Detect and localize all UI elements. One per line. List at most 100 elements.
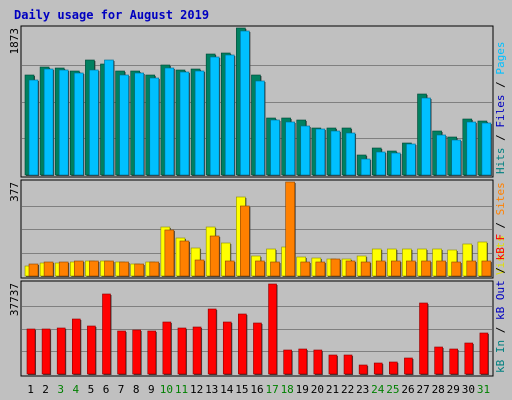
bar-files xyxy=(28,79,39,176)
bar-files xyxy=(149,77,160,176)
bar-kb-f xyxy=(268,283,277,375)
bar-kb-f xyxy=(56,327,66,375)
bar-sites xyxy=(345,260,356,277)
x-tick-label: 2 xyxy=(42,383,49,396)
legend-item: Sites xyxy=(494,182,507,215)
y-max-label: 37737 xyxy=(8,283,21,316)
bar-sites xyxy=(209,235,220,277)
bar-files xyxy=(134,72,144,176)
x-tick-label: 19 xyxy=(296,383,309,396)
bar-kb-f xyxy=(71,318,81,375)
bar-kb-f xyxy=(117,330,126,375)
bar-kb-f xyxy=(283,349,292,375)
bar-sites xyxy=(89,260,99,277)
series-legend: kB In / kB Out / kB F xyxy=(494,234,507,373)
bar-files xyxy=(240,30,250,176)
bar-files xyxy=(315,128,326,176)
x-tick-label: 22 xyxy=(341,383,354,396)
bar-sites xyxy=(451,261,462,277)
bar-sites xyxy=(119,261,129,277)
series-legend: Hits / Files / Pages xyxy=(494,42,507,175)
bar-files xyxy=(58,69,69,176)
bar-sites xyxy=(149,261,160,277)
x-tick-label: 5 xyxy=(88,383,95,396)
bar-kb-f xyxy=(328,354,338,375)
bar-files xyxy=(481,122,492,176)
x-tick-label: 29 xyxy=(447,383,460,396)
x-tick-label: 4 xyxy=(72,383,79,396)
x-tick-label: 31 xyxy=(477,383,490,396)
bar-sites xyxy=(28,263,39,277)
panel-visits-sites: 377 Visits / Sites xyxy=(8,179,507,279)
legend-item: Hits xyxy=(494,148,507,175)
chart-panels: 1873 Hits / Files / Pages 377 Visits / Site… xyxy=(8,25,507,377)
bar-sites xyxy=(270,261,280,277)
bar-kb-f xyxy=(207,308,217,375)
legend-item: kB Out xyxy=(494,280,507,320)
bar-sites xyxy=(466,260,477,277)
x-tick-label: 17 xyxy=(265,383,278,396)
legend-item: Pages xyxy=(494,42,507,75)
bar-files xyxy=(300,125,311,176)
x-tick-label: 9 xyxy=(148,383,155,396)
bar-kb-f xyxy=(313,349,323,375)
x-tick-label: 27 xyxy=(416,383,429,396)
bar-kb-f xyxy=(192,326,202,375)
legend-item: / xyxy=(494,128,507,148)
x-tick-label: 11 xyxy=(175,383,188,396)
bar-sites xyxy=(285,181,295,277)
bar-sites xyxy=(406,260,416,277)
bar-kb-f xyxy=(41,328,51,375)
bar-sites xyxy=(330,258,341,277)
bar-kb-f xyxy=(253,322,262,375)
y-max-label: 377 xyxy=(8,182,21,202)
panel-hits-files-pages: 1873 Hits / Files / Pages xyxy=(8,25,507,178)
x-tick-label: 18 xyxy=(281,383,294,396)
legend-item: / xyxy=(494,320,507,340)
x-tick-label: 3 xyxy=(57,383,64,396)
x-tick-label: 7 xyxy=(118,383,125,396)
x-tick-label: 10 xyxy=(160,383,173,396)
x-tick-label: 14 xyxy=(220,383,234,396)
bar-kb-f xyxy=(343,354,353,375)
legend-item: kB In xyxy=(494,340,507,373)
bar-sites xyxy=(255,260,265,277)
bar-kb-f xyxy=(238,313,247,375)
x-axis-day-labels: 1 2 3 4 5 6 7 8 9 10 11 12 13 14 15 16 17 18 19 20 21 22 23 24 2… xyxy=(27,383,490,396)
bar-sites xyxy=(391,260,401,277)
x-tick-label: 15 xyxy=(235,383,248,396)
y-max-label: 1873 xyxy=(8,28,21,55)
bar-sites xyxy=(375,260,386,277)
bar-files xyxy=(466,121,477,176)
bar-kb-f xyxy=(132,329,141,375)
bar-sites xyxy=(240,205,250,277)
bar-kb-f xyxy=(434,346,443,375)
legend-item: / xyxy=(494,260,507,280)
bar-sites xyxy=(360,261,371,277)
bar-kb-f xyxy=(419,302,428,375)
bar-files xyxy=(89,69,99,176)
bar-files xyxy=(375,151,386,176)
bar-kb-f xyxy=(147,330,157,375)
x-tick-label: 23 xyxy=(356,383,369,396)
bar-files xyxy=(421,97,431,176)
bar-kb-f xyxy=(464,342,474,375)
bar-sites xyxy=(73,260,84,277)
bar-files xyxy=(270,119,280,176)
bar-kb-f xyxy=(87,325,96,375)
bar-files xyxy=(209,56,220,176)
x-tick-label: 16 xyxy=(250,383,263,396)
x-tick-label: 1 xyxy=(27,383,34,396)
bar-sites xyxy=(164,229,175,277)
bar-files xyxy=(285,121,295,176)
bar-kb-f xyxy=(222,321,232,375)
bar-sites xyxy=(436,260,446,277)
bar-kb-f xyxy=(373,362,383,375)
series-legend: Visits / Sites xyxy=(494,182,507,275)
bar-files xyxy=(255,80,265,176)
bar-kb-f xyxy=(449,348,459,375)
x-tick-label: 6 xyxy=(103,383,110,396)
bar-files xyxy=(330,130,341,176)
bar-sites xyxy=(300,261,311,277)
